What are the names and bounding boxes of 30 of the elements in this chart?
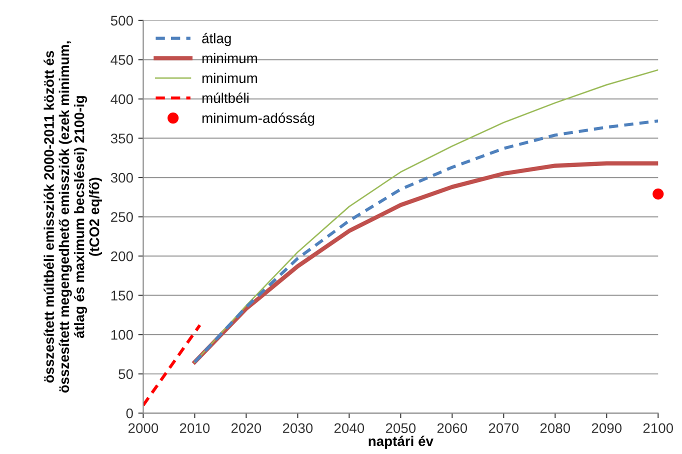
line-series xyxy=(194,69,658,363)
y-tick-label: 450 xyxy=(110,55,133,65)
y-tick-label: 50 xyxy=(118,369,133,380)
x-tick-label: 2050 xyxy=(386,423,416,434)
y-tick-label: 150 xyxy=(111,290,133,300)
x-tick-label: 2070 xyxy=(488,423,519,434)
legend-label: minimum-adósság xyxy=(202,112,314,126)
x-tick-label: 2080 xyxy=(540,423,570,434)
y-tick-label: 250 xyxy=(111,212,133,222)
y-tick-label: 350 xyxy=(110,134,133,144)
x-tick-label: 2100 xyxy=(643,423,674,434)
legend-label: minimum xyxy=(202,52,257,64)
x-tick-label: 2040 xyxy=(334,423,364,434)
y-tick-label: 100 xyxy=(111,330,133,340)
x-tick-label: 2000 xyxy=(128,423,158,434)
x-tick-label: 2010 xyxy=(180,423,210,434)
y-axis-title: összesített múltbéli emissziók 2000-2011 között és összesített megengedhető emissziók (ezek minimum, átlag és maximum becslései) 2100-ig (tCO2 eq/fő) xyxy=(44,41,102,393)
y-tick-label: 300 xyxy=(110,172,133,183)
legend-label: minimum xyxy=(202,72,257,84)
y-tick-label: 500 xyxy=(110,16,133,26)
y-tick-label: 400 xyxy=(110,94,133,104)
x-tick-label: 2060 xyxy=(437,423,468,434)
legend-label: múltbéli xyxy=(202,92,248,103)
x-axis-title: naptári év xyxy=(368,436,434,449)
y-tick-label: 200 xyxy=(111,251,133,262)
x-tick-label: 2020 xyxy=(231,423,262,434)
x-tick-label: 2030 xyxy=(282,423,313,434)
x-tick-label: 2090 xyxy=(592,423,622,434)
legend-label: átlag xyxy=(202,32,231,46)
y-tick-label: 0 xyxy=(126,408,133,418)
